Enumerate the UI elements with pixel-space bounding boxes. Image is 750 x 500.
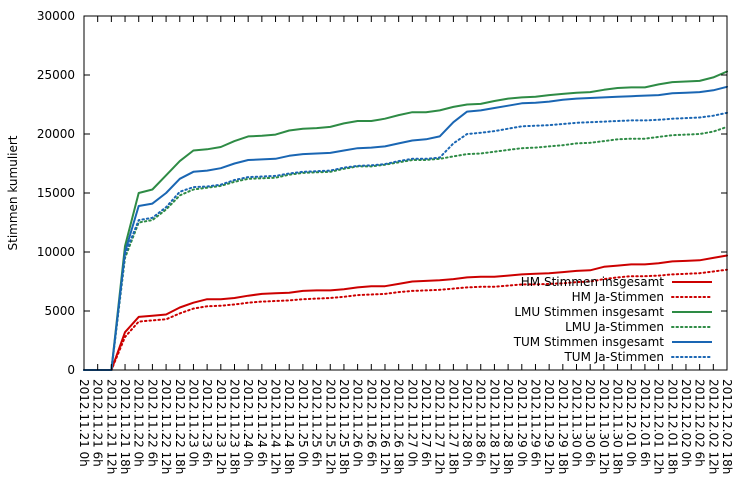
x-tick-label: 2012.11.29 12h [542, 379, 556, 474]
x-tick-label: 2012.11.22 12h [159, 379, 173, 474]
y-tick-label: 20000 [37, 127, 75, 141]
x-tick-label: 2012.11.27 18h [446, 379, 460, 474]
x-tick-label: 2012.11.27 12h [433, 379, 447, 474]
x-tick-label: 2012.11.28 12h [487, 379, 501, 474]
legend-label: LMU Ja-Stimmen [565, 320, 664, 334]
series-line-0 [83, 254, 728, 371]
legend-label: TUM Ja-Stimmen [563, 350, 664, 364]
x-tick-label: 2012.11.29 6h [528, 379, 542, 467]
x-tick-label: 2012.11.25 18h [337, 379, 351, 474]
x-tick-label: 2012.11.22 18h [173, 379, 187, 474]
x-tick-label: 2012.12.02 18h [720, 379, 734, 474]
x-tick-label: 2012.11.26 12h [378, 379, 392, 474]
x-tick-label: 2012.11.28 0h [460, 379, 474, 467]
x-tick-label: 2012.11.30 0h [570, 379, 584, 467]
series-line-2 [83, 70, 728, 371]
x-tick-label: 2012.11.25 6h [310, 379, 324, 467]
x-tick-label: 2012.11.29 0h [515, 379, 529, 467]
x-tick-label: 2012.11.23 6h [200, 379, 214, 467]
x-tick-label: 2012.12.02 6h [693, 379, 707, 467]
legend-label: TUM Stimmen insgesamt [513, 335, 665, 349]
x-tick-label: 2012.11.24 18h [282, 379, 296, 474]
x-axis: 2012.11.21 0h 2012.11.21 6h 2012.11.21 12h… [77, 16, 734, 474]
x-tick-label: 2012.11.27 0h [405, 379, 419, 467]
x-tick-label: 2012.11.26 18h [392, 379, 406, 474]
x-tick-label: 2012.11.26 6h [364, 379, 378, 467]
x-tick-label: 2012.11.30 12h [597, 379, 611, 474]
x-tick-label: 2012.11.22 6h [145, 379, 159, 467]
x-tick-label: 2012.11.25 0h [296, 379, 310, 467]
x-tick-label: 2012.11.26 0h [351, 379, 365, 467]
legend-label: HM Ja-Stimmen [572, 290, 664, 304]
x-tick-label: 2012.11.21 12h [104, 379, 118, 474]
y-tick-label: 10000 [37, 245, 75, 259]
x-tick-label: 2012.12.01 6h [638, 379, 652, 467]
series-line-1 [83, 268, 728, 371]
x-tick-label: 2012.11.27 6h [419, 379, 433, 467]
series-line-4 [83, 85, 728, 371]
y-tick-label: 25000 [37, 68, 75, 82]
x-tick-label: 2012.12.01 0h [624, 379, 638, 467]
x-tick-label: 2012.12.02 0h [679, 379, 693, 467]
series-line-3 [83, 125, 728, 371]
x-tick-label: 2012.12.01 18h [665, 379, 679, 474]
x-tick-label: 2012.11.23 12h [214, 379, 228, 474]
x-tick-label: 2012.11.28 6h [474, 379, 488, 467]
x-tick-label: 2012.11.30 6h [583, 379, 597, 467]
y-axis-title: Stimmen kumuliert [6, 135, 20, 250]
x-tick-label: 2012.11.21 0h [77, 379, 91, 467]
x-tick-label: 2012.12.01 12h [652, 379, 666, 474]
x-tick-label: 2012.11.24 12h [269, 379, 283, 474]
x-tick-label: 2012.11.21 18h [118, 379, 132, 474]
x-tick-label: 2012.11.22 0h [132, 379, 146, 467]
y-tick-label: 15000 [37, 186, 75, 200]
series-line-5 [83, 111, 728, 371]
x-tick-label: 2012.12.02 12h [706, 379, 720, 474]
y-tick-label: 5000 [44, 304, 75, 318]
x-tick-label: 2012.11.21 6h [91, 379, 105, 467]
x-tick-label: 2012.11.24 6h [255, 379, 269, 467]
y-axis: 0 5000 10000 15000 20000 25000 30000 [37, 9, 727, 377]
x-tick-label: 2012.11.25 12h [323, 379, 337, 474]
y-tick-label: 0 [67, 363, 75, 377]
y-tick-label: 30000 [37, 9, 75, 23]
x-tick-label: 2012.11.30 18h [611, 379, 625, 474]
x-tick-label: 2012.11.24 0h [241, 379, 255, 467]
legend-label: LMU Stimmen insgesamt [514, 305, 664, 319]
x-tick-label: 2012.11.23 0h [186, 379, 200, 467]
x-tick-label: 2012.11.23 18h [227, 379, 241, 474]
series-layer [83, 70, 728, 371]
x-tick-label: 2012.11.28 18h [501, 379, 515, 474]
x-tick-label: 2012.11.29 18h [556, 379, 570, 474]
legend-label: HM Stimmen insgesamt [521, 275, 665, 289]
